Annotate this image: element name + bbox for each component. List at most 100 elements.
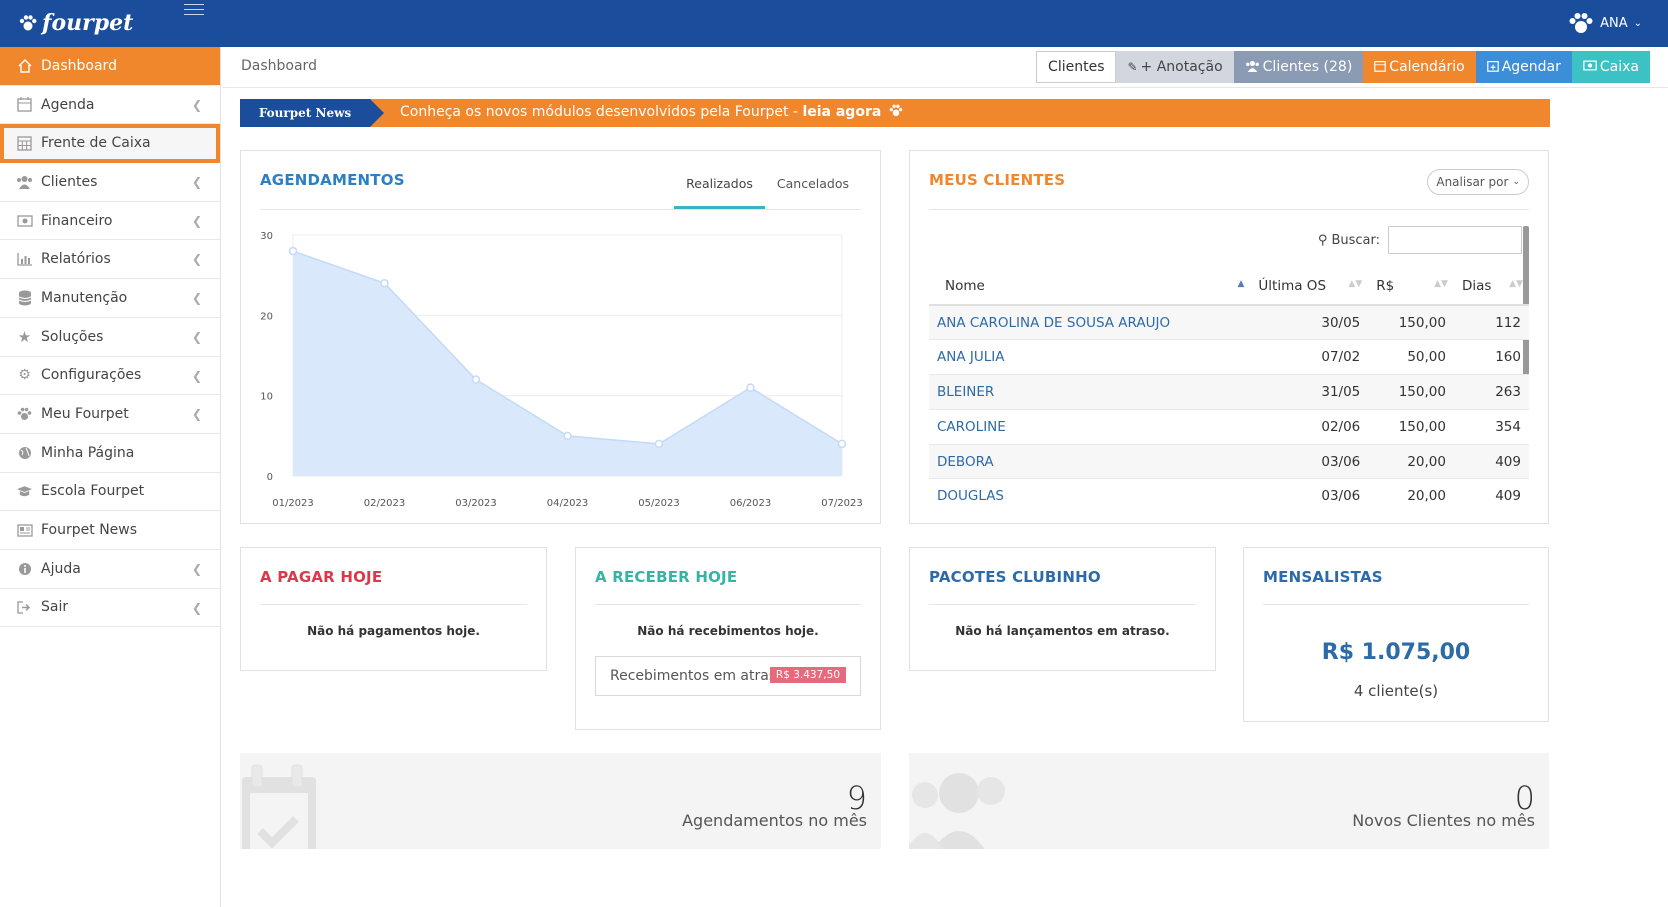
search-label: Buscar: [1331,232,1380,248]
tab-realizados[interactable]: Realizados [674,175,765,209]
users-icon [16,173,33,190]
sidebar-item-label: Escola Fourpet [41,483,145,500]
x-tick-label: 05/2023 [638,498,680,509]
sidebar-item-sair[interactable]: Sair ❮ [0,589,220,628]
sidebar-item-clientes[interactable]: Clientes ❮ [0,163,220,202]
sidebar-item-minha-pagina[interactable]: Minha Página [0,434,220,473]
chevron-left-icon: ❮ [191,213,202,228]
news-read-now[interactable]: leia agora [802,104,882,120]
sidebar-item-dashboard[interactable]: Dashboard [0,47,220,86]
sort-icon: ▲▼ [1434,279,1448,289]
sidebar-item-label: Clientes [41,173,98,190]
content-header: Dashboard Clientes ✎ + Anotação Clientes… [222,47,1668,88]
news-link[interactable]: Conheça os novos módulos desenvolvidos p… [400,104,903,120]
chevron-left-icon: ❮ [191,561,202,576]
paw-icon [16,406,33,423]
a-pagar-hoje-panel: A PAGAR HOJE Não há pagamentos hoje. [240,547,547,671]
clientes-count-button[interactable]: Clientes (28) [1233,51,1364,83]
recebimentos-em-atraso[interactable]: Recebimentos em atraso R$ 3.437,50 [595,656,861,696]
area-series [293,251,842,476]
y-tick-label: 30 [260,231,273,242]
button-label: Agendar [1501,59,1561,75]
calendar-icon [1374,60,1387,75]
column-header-rs[interactable]: R$ ▲▼ [1368,267,1454,306]
table-row[interactable]: BLEINER 31/05 150,00 263 [929,374,1529,410]
calendario-button[interactable]: Calendário [1363,51,1476,83]
sidebar-item-relatorios[interactable]: Relatórios ❮ [0,240,220,280]
client-name[interactable]: DEBORA [929,444,1251,480]
sidebar-item-configuracoes[interactable]: ⚙ Configurações ❮ [0,357,220,396]
chevron-left-icon: ❮ [191,368,202,383]
table-row[interactable]: ANA JULIA 07/02 50,00 160 [929,339,1529,376]
column-header-ultima-os[interactable]: Última OS ▲▼ [1250,267,1369,306]
anotacao-button[interactable]: ✎ + Anotação [1116,51,1234,83]
home-icon [16,57,33,74]
mensalistas-count: 4 cliente(s) [1353,682,1439,700]
column-header-nome[interactable]: Nome ▲ [929,267,1251,306]
dias: 409 [1453,444,1529,480]
client-name[interactable]: CAROLINE [929,409,1251,445]
graduation-cap-icon [16,483,33,500]
search-area: ⚲ Buscar: [1318,226,1522,254]
empty-message: Não há recebimentos hoje. [637,624,819,638]
meus-clientes-panel: MEUS CLIENTES Analisar por ⌄ ⚲ Buscar: N… [909,150,1549,524]
table-row[interactable]: ANA CAROLINA DE SOUSA ARAUJO 30/05 150,00 1… [929,305,1529,341]
clientes-button[interactable]: Clientes [1036,51,1117,83]
table-row[interactable]: CAROLINE 02/06 150,00 354 [929,409,1529,445]
gears-icon: ⚙ [18,367,31,384]
column-label: Dias [1461,277,1492,294]
ultima-os: 07/02 [1250,339,1369,376]
table-row[interactable]: DEBORA 03/06 20,00 409 [929,444,1529,480]
sidebar-item-escola-fourpet[interactable]: Escola Fourpet [0,473,220,512]
stat-agendamentos-mes: 9 Agendamentos no mês [240,753,881,849]
sidebar-item-meu-fourpet[interactable]: Meu Fourpet ❮ [0,395,220,434]
chevron-left-icon: ❮ [191,329,202,344]
sidebar-item-label: Fourpet News [41,522,138,539]
sidebar-item-fourpet-news[interactable]: Fourpet News [0,511,220,550]
client-name[interactable]: ANA JULIA [929,339,1251,376]
sidebar-item-ajuda[interactable]: Ajuda ❮ [0,550,220,589]
sidebar-item-financeiro[interactable]: Financeiro ❮ [0,202,220,241]
sidebar-item-solucoes[interactable]: ★ Soluções ❮ [0,318,220,357]
a-receber-hoje-panel: A RECEBER HOJE Não há recebimentos hoje.… [575,547,881,730]
menu-toggle-icon[interactable] [184,4,204,18]
sidebar-item-label: Minha Página [41,444,135,461]
search-input[interactable] [1388,226,1522,254]
x-tick-label: 07/2023 [821,498,863,509]
sidebar-item-agenda[interactable]: Agenda ❮ [0,86,220,125]
x-tick-label: 03/2023 [455,498,497,509]
panel-title: PACOTES CLUBINHO [929,568,1101,586]
news-banner: Fourpet News Conheça os novos módulos de… [240,99,1550,127]
column-header-dias[interactable]: Dias ▲▼ [1453,267,1529,306]
tab-cancelados[interactable]: Cancelados [776,176,849,191]
pacotes-clubinho-panel: PACOTES CLUBINHO Não há lançamentos em a… [909,547,1216,671]
button-label: Caixa [1599,59,1639,75]
stat-value: 0 [1514,779,1535,817]
sidebar-item-frente-de-caixa[interactable]: Frente de Caixa [0,124,220,164]
client-name[interactable]: DOUGLAS [929,478,1251,508]
dias: 263 [1453,374,1529,410]
x-tick-label: 06/2023 [730,498,772,509]
stat-novos-clientes-mes: 0 Novos Clientes no mês [909,753,1549,849]
y-tick-label: 20 [260,311,273,322]
chevron-left-icon: ❮ [191,252,202,267]
dias: 160 [1453,339,1529,376]
data-point [563,431,572,441]
table-row[interactable]: DOUGLAS 03/06 20,00 409 [929,478,1529,508]
user-name: ANA [1600,15,1628,31]
ultima-os: 31/05 [1250,374,1369,410]
agendar-button[interactable]: Agendar [1475,51,1572,83]
ultima-os: 03/06 [1250,478,1369,508]
panel-title: MENSALISTAS [1263,568,1383,586]
caixa-button[interactable]: Caixa [1571,51,1650,83]
valor: 150,00 [1368,305,1454,341]
sidebar-item-manutencao[interactable]: Manutenção ❮ [0,279,220,318]
sort-icon: ▲▼ [1348,279,1363,289]
user-menu[interactable]: ANA ⌄ [1568,11,1642,35]
client-name[interactable]: ANA CAROLINA DE SOUSA ARAUJO [929,305,1251,341]
fourpet-logo[interactable]: fourpet [18,8,133,38]
analisar-por-dropdown[interactable]: Analisar por ⌄ [1427,169,1529,195]
sidebar-item-label: Frente de Caixa [41,135,151,152]
client-name[interactable]: BLEINER [929,374,1251,410]
sidebar-item-label: Manutenção [41,289,128,306]
